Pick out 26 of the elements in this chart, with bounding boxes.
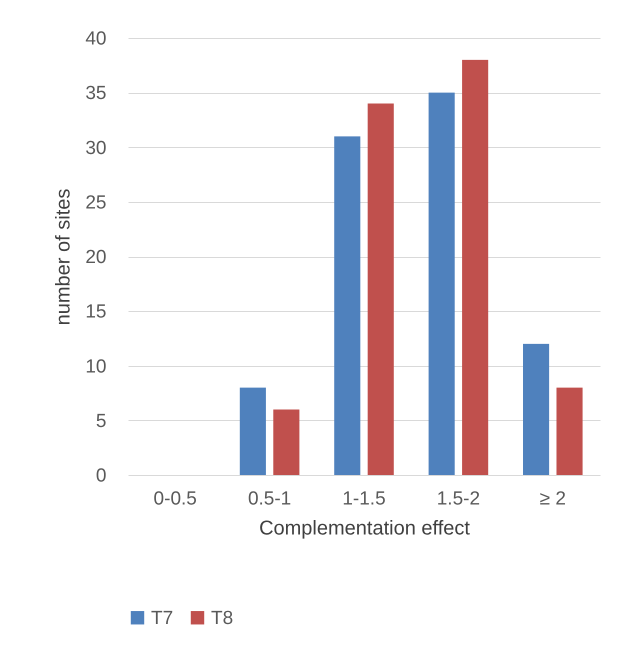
legend-label: T8 [211,608,234,629]
y-tick-label: 5 [96,410,106,432]
y-tick-label: 25 [85,192,106,214]
y-tick-label: 20 [85,247,106,268]
bar [240,388,266,475]
y-axis-title: number of sites [52,188,74,326]
y-tick-label: 10 [85,356,106,378]
bar [523,344,550,475]
x-tick-label: 1.5-2 [436,488,480,510]
bar [556,388,583,475]
x-tick-label: 1-1.5 [342,488,386,510]
bar [273,409,300,475]
y-tick-label: 40 [85,28,106,50]
x-tick-label: 0-0.5 [154,488,197,510]
bar [368,104,394,475]
y-tick-label: 30 [85,138,106,159]
y-tick-label: 15 [85,302,106,323]
y-tick-label: 0 [96,466,106,486]
x-axis-title: Complementation effect [259,518,470,540]
x-tick-label: ≥ 2 [540,488,566,510]
bar [428,92,455,475]
legend-label: T7 [151,608,174,629]
bar [462,60,488,475]
x-tick-label: 0.5-1 [248,488,292,510]
bar [334,136,360,475]
y-tick-label: 35 [85,83,106,104]
